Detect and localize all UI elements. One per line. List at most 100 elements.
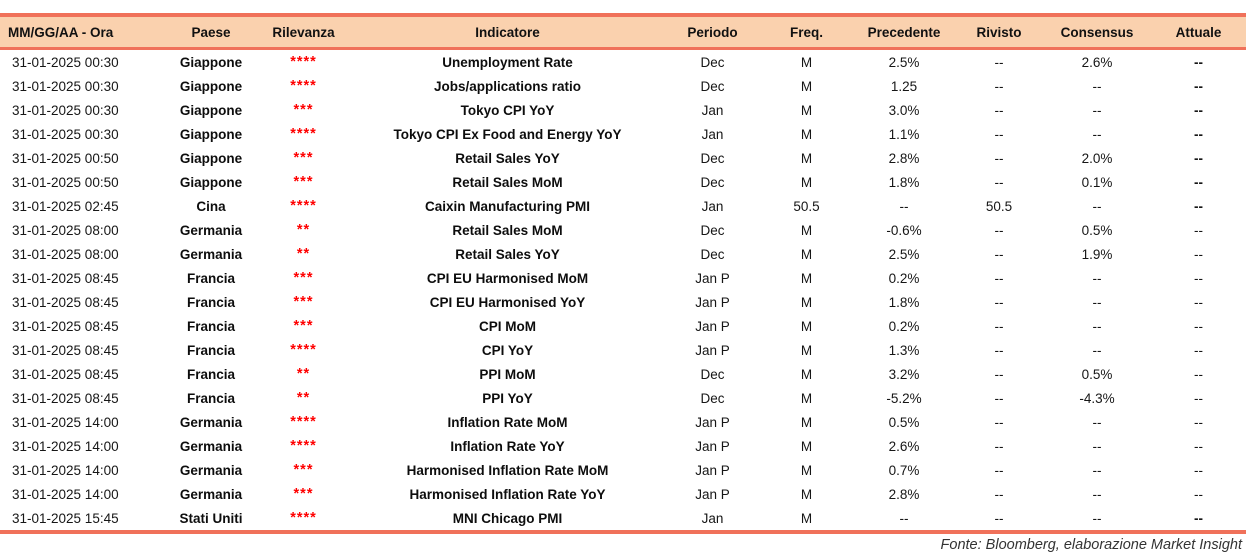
cell-revised: -- (994, 366, 1004, 382)
column-header-datetime: MM/GG/AA - Ora (0, 13, 165, 50)
cell-relevance: ** (296, 366, 311, 382)
table-row: 31-01-2025 00:30 Giappone **** Tokyo CPI Ex… (0, 122, 1246, 146)
column-header-period: Periodo (665, 13, 760, 50)
cell-consensus: -- (1092, 126, 1102, 142)
cell-indicator: Inflation Rate YoY (450, 438, 565, 454)
cell-relevance: **** (290, 54, 317, 70)
cell-datetime: 31-01-2025 00:30 (12, 54, 119, 70)
cell-period: Dec (700, 150, 725, 166)
cell-revised: -- (994, 270, 1004, 286)
cell-datetime: 31-01-2025 00:30 (12, 126, 119, 142)
cell-datetime: 31-01-2025 14:00 (12, 462, 119, 478)
cell-freq: M (800, 174, 813, 190)
table-row: 31-01-2025 08:45 Francia *** CPI EU Harmoni… (0, 290, 1246, 314)
cell-relevance: **** (290, 510, 317, 526)
cell-consensus: -4.3% (1079, 390, 1115, 406)
cell-relevance: *** (293, 270, 314, 286)
cell-country: Germania (179, 486, 243, 502)
column-header-indicator: Indicatore (350, 13, 665, 50)
cell-country: Francia (186, 270, 236, 286)
cell-period: Jan P (695, 486, 730, 502)
cell-actual: -- (1194, 414, 1203, 430)
cell-relevance: *** (293, 486, 314, 502)
table-row: 31-01-2025 00:50 Giappone *** Retail Sales … (0, 146, 1246, 170)
cell-consensus: 2.6% (1081, 54, 1113, 70)
cell-freq: M (800, 126, 813, 142)
cell-indicator: CPI MoM (479, 318, 536, 334)
cell-indicator: Harmonised Inflation Rate MoM (406, 462, 609, 478)
cell-actual: -- (1194, 150, 1203, 166)
table-row: 31-01-2025 08:45 Francia ** PPI MoM Dec M 3.2%… (0, 362, 1246, 386)
cell-country: Germania (179, 438, 243, 454)
cell-actual: -- (1194, 246, 1203, 262)
cell-relevance: **** (290, 438, 317, 454)
cell-period: Dec (700, 366, 725, 382)
cell-country: Germania (179, 462, 243, 478)
cell-indicator: Tokyo CPI YoY (460, 102, 555, 118)
cell-actual: -- (1194, 78, 1203, 94)
cell-relevance: *** (293, 102, 314, 118)
cell-actual: -- (1194, 486, 1203, 502)
table-row: 31-01-2025 08:00 Germania ** Retail Sales Y… (0, 242, 1246, 266)
cell-freq: 50.5 (793, 198, 820, 214)
cell-revised: -- (994, 126, 1004, 142)
cell-previous: 0.2% (888, 270, 920, 286)
cell-indicator: CPI YoY (481, 342, 534, 358)
cell-previous: 0.5% (888, 414, 920, 430)
cell-revised: -- (994, 54, 1004, 70)
cell-country: Francia (186, 294, 236, 310)
cell-revised: -- (994, 174, 1004, 190)
cell-datetime: 31-01-2025 08:45 (12, 270, 119, 286)
cell-actual: -- (1194, 438, 1203, 454)
cell-period: Jan P (695, 414, 730, 430)
table-row: 31-01-2025 14:00 Germania *** Harmonised In… (0, 458, 1246, 482)
cell-relevance: ** (296, 390, 311, 406)
cell-revised: -- (994, 414, 1004, 430)
cell-actual: -- (1194, 462, 1203, 478)
table-row: 31-01-2025 14:00 Germania **** Inflation Ra… (0, 434, 1246, 458)
cell-consensus: -- (1092, 270, 1102, 286)
cell-revised: -- (994, 150, 1004, 166)
table-row: 31-01-2025 08:45 Francia *** CPI EU Harmoni… (0, 266, 1246, 290)
cell-actual: -- (1194, 342, 1203, 358)
cell-period: Jan P (695, 294, 730, 310)
cell-country: Giappone (179, 126, 243, 142)
cell-consensus: -- (1092, 438, 1102, 454)
column-header-consensus: Consensus (1043, 13, 1151, 50)
cell-actual: -- (1194, 222, 1203, 238)
economic-calendar-table: MM/GG/AA - Ora Paese Rilevanza Indicator… (0, 13, 1246, 530)
cell-previous: -- (899, 510, 909, 526)
cell-datetime: 31-01-2025 08:45 (12, 390, 119, 406)
table-bottom-rule (0, 530, 1246, 534)
cell-consensus: -- (1092, 486, 1102, 502)
cell-period: Dec (700, 390, 725, 406)
cell-freq: M (800, 78, 813, 94)
cell-period: Dec (700, 78, 725, 94)
cell-period: Dec (700, 246, 725, 262)
cell-freq: M (800, 102, 813, 118)
cell-previous: 1.8% (888, 174, 920, 190)
cell-consensus: 0.1% (1081, 174, 1113, 190)
cell-period: Jan (701, 510, 724, 526)
table-row: 31-01-2025 00:50 Giappone *** Retail Sales … (0, 170, 1246, 194)
cell-country: Francia (186, 318, 236, 334)
table-body: 31-01-2025 00:30 Giappone **** Unemployment… (0, 49, 1246, 531)
cell-relevance: **** (290, 78, 317, 94)
cell-period: Jan (701, 198, 724, 214)
cell-previous: 1.3% (888, 342, 920, 358)
cell-freq: M (800, 486, 813, 502)
cell-indicator: Retail Sales YoY (455, 150, 560, 166)
cell-datetime: 31-01-2025 00:50 (12, 174, 119, 190)
cell-revised: -- (994, 390, 1004, 406)
cell-datetime: 31-01-2025 00:50 (12, 150, 119, 166)
cell-datetime: 31-01-2025 08:00 (12, 222, 119, 238)
cell-indicator: PPI YoY (482, 390, 533, 406)
cell-actual: -- (1194, 318, 1203, 334)
cell-freq: M (800, 222, 813, 238)
cell-revised: -- (994, 246, 1004, 262)
cell-freq: M (800, 390, 813, 406)
cell-actual: -- (1194, 294, 1203, 310)
table-header-row: MM/GG/AA - Ora Paese Rilevanza Indicator… (0, 13, 1246, 50)
cell-indicator: MNI Chicago PMI (452, 510, 563, 526)
table-row: 31-01-2025 08:00 Germania ** Retail Sales M… (0, 218, 1246, 242)
